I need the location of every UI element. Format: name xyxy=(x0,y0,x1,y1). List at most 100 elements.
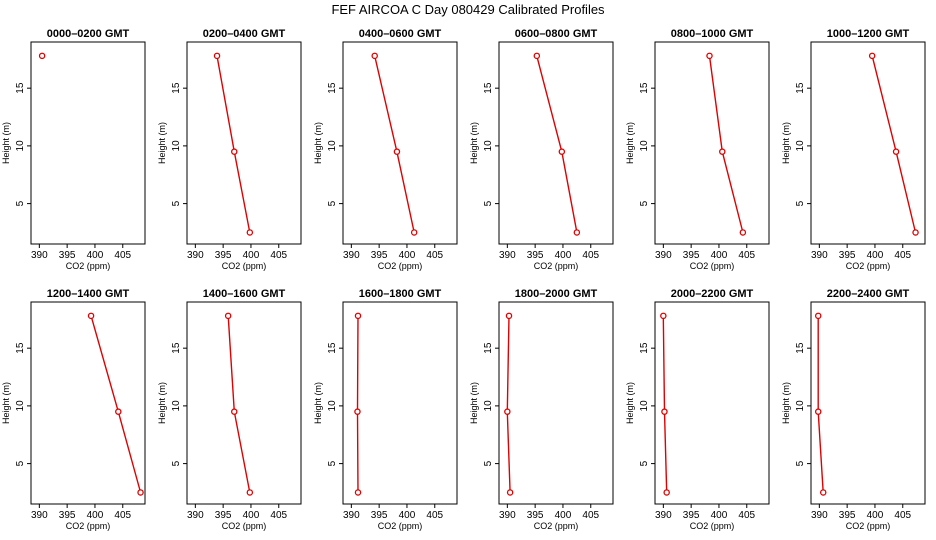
panel-6: 1200–1400 GMT 390 395 400 405 5 10 15 CO2 (ppm) H… xyxy=(1,288,146,531)
series-line xyxy=(90,315,142,493)
x-tick-label: 400 xyxy=(555,250,572,261)
data-point xyxy=(868,52,876,60)
panel-title: 1200–1400 GMT xyxy=(47,288,130,300)
data-point xyxy=(505,312,513,320)
plot-frame xyxy=(342,41,458,245)
y-axis-label: Height (m) xyxy=(781,382,791,424)
y-tick-label: 15 xyxy=(15,82,26,94)
x-tick-label: 395 xyxy=(527,250,544,261)
y-axis-label: Height (m) xyxy=(1,122,11,164)
plot-frame xyxy=(810,41,926,245)
x-tick-label: 390 xyxy=(187,250,204,261)
y-tick-label: 10 xyxy=(795,140,806,152)
x-tick-label: 390 xyxy=(811,250,828,261)
y-tick-label: 10 xyxy=(639,140,650,152)
panel-1: 0200–0400 GMT 390 395 400 405 5 10 15 CO2 (ppm) H… xyxy=(157,28,302,271)
x-tick-label: 390 xyxy=(499,250,516,261)
x-axis-label: CO2 (ppm) xyxy=(66,261,111,271)
x-axis-label: CO2 (ppm) xyxy=(378,521,423,531)
y-tick-label: 15 xyxy=(483,82,494,94)
panel-0: 0000–0200 GMT 390 395 400 405 5 10 15 CO2 (ppm) H… xyxy=(1,28,146,271)
plot-frame xyxy=(654,301,770,505)
data-point xyxy=(393,148,401,155)
x-tick-label: 400 xyxy=(243,250,260,261)
plot-frame xyxy=(342,301,458,505)
series-line xyxy=(506,315,511,493)
x-tick-label: 390 xyxy=(499,510,516,521)
data-point xyxy=(87,312,95,320)
panel-title: 2200–2400 GMT xyxy=(827,288,910,300)
x-tick-label: 405 xyxy=(270,250,287,261)
y-tick-label: 10 xyxy=(795,400,806,412)
x-tick-label: 395 xyxy=(527,510,544,521)
x-tick-label: 405 xyxy=(738,510,755,521)
series-line xyxy=(374,55,415,233)
panel-9: 1800–2000 GMT 390 395 400 405 5 10 15 CO2 (ppm) H… xyxy=(469,288,614,531)
data-point xyxy=(213,52,221,60)
panel-8: 1600–1800 GMT 390 395 400 405 5 10 15 CO2 (ppm) H… xyxy=(313,288,458,531)
panel-5: 1000–1200 GMT 390 395 400 405 5 10 15 CO2 (ppm) H… xyxy=(781,28,926,271)
y-tick-label: 5 xyxy=(639,200,650,206)
data-point xyxy=(660,312,667,320)
y-tick-label: 5 xyxy=(15,200,26,206)
data-point xyxy=(573,229,581,236)
x-tick-label: 395 xyxy=(215,250,232,261)
x-tick-label: 390 xyxy=(655,510,672,521)
y-tick-label: 5 xyxy=(483,200,494,206)
x-tick-label: 400 xyxy=(711,510,728,521)
y-tick-label: 10 xyxy=(15,400,26,412)
x-tick-label: 405 xyxy=(426,510,443,521)
data-point xyxy=(115,408,122,415)
x-tick-label: 405 xyxy=(894,250,911,261)
x-tick-label: 400 xyxy=(87,510,104,521)
x-tick-label: 400 xyxy=(399,250,416,261)
x-tick-label: 405 xyxy=(582,510,599,521)
x-tick-label: 395 xyxy=(683,250,700,261)
plot-frame xyxy=(498,41,614,245)
y-axis-label: Height (m) xyxy=(157,122,167,164)
y-tick-label: 15 xyxy=(171,82,182,94)
data-point xyxy=(663,489,670,496)
x-tick-label: 390 xyxy=(343,250,360,261)
data-point xyxy=(371,52,378,60)
y-axis-label: Height (m) xyxy=(781,122,791,164)
y-tick-label: 15 xyxy=(795,342,806,354)
y-tick-label: 5 xyxy=(327,460,338,466)
x-tick-label: 395 xyxy=(683,510,700,521)
data-point xyxy=(137,489,144,496)
x-tick-label: 390 xyxy=(31,510,48,521)
x-axis-label: CO2 (ppm) xyxy=(846,521,891,531)
x-tick-label: 405 xyxy=(582,250,599,261)
x-axis-label: CO2 (ppm) xyxy=(378,261,423,271)
panel-3: 0600–0800 GMT 390 395 400 405 5 10 15 CO2 (ppm) H… xyxy=(469,28,614,271)
x-tick-label: 395 xyxy=(371,510,388,521)
series-line xyxy=(662,315,668,493)
panel-title: 1400–1600 GMT xyxy=(203,288,286,300)
x-tick-label: 395 xyxy=(215,510,232,521)
x-tick-label: 405 xyxy=(894,510,911,521)
x-tick-label: 390 xyxy=(187,510,204,521)
plot-frame xyxy=(30,301,146,505)
y-tick-label: 5 xyxy=(639,460,650,466)
panel-title: 1600–1800 GMT xyxy=(359,288,442,300)
panel-7: 1400–1600 GMT 390 395 400 405 5 10 15 CO2 (ppm) H… xyxy=(157,288,302,531)
y-tick-label: 10 xyxy=(483,140,494,152)
data-point xyxy=(246,229,254,236)
data-point xyxy=(814,408,822,415)
y-tick-label: 5 xyxy=(327,200,338,206)
panel-11: 2200–2400 GMT 390 395 400 405 5 10 15 CO2 (ppm) H… xyxy=(781,288,926,531)
y-axis-label: Height (m) xyxy=(625,382,635,424)
series-line xyxy=(536,55,578,233)
data-point xyxy=(719,148,726,155)
plot-frame xyxy=(654,41,770,245)
panel-10: 2000–2200 GMT 390 395 400 405 5 10 15 CO2 (ppm) H… xyxy=(625,288,770,531)
panel-title: 0400–0600 GMT xyxy=(359,28,442,40)
data-point xyxy=(533,52,541,60)
data-point xyxy=(558,148,566,155)
x-axis-label: CO2 (ppm) xyxy=(534,261,579,271)
data-point xyxy=(354,408,361,415)
y-tick-label: 15 xyxy=(15,342,26,354)
y-tick-label: 5 xyxy=(171,460,182,466)
panel-title: 0800–1000 GMT xyxy=(671,28,754,40)
